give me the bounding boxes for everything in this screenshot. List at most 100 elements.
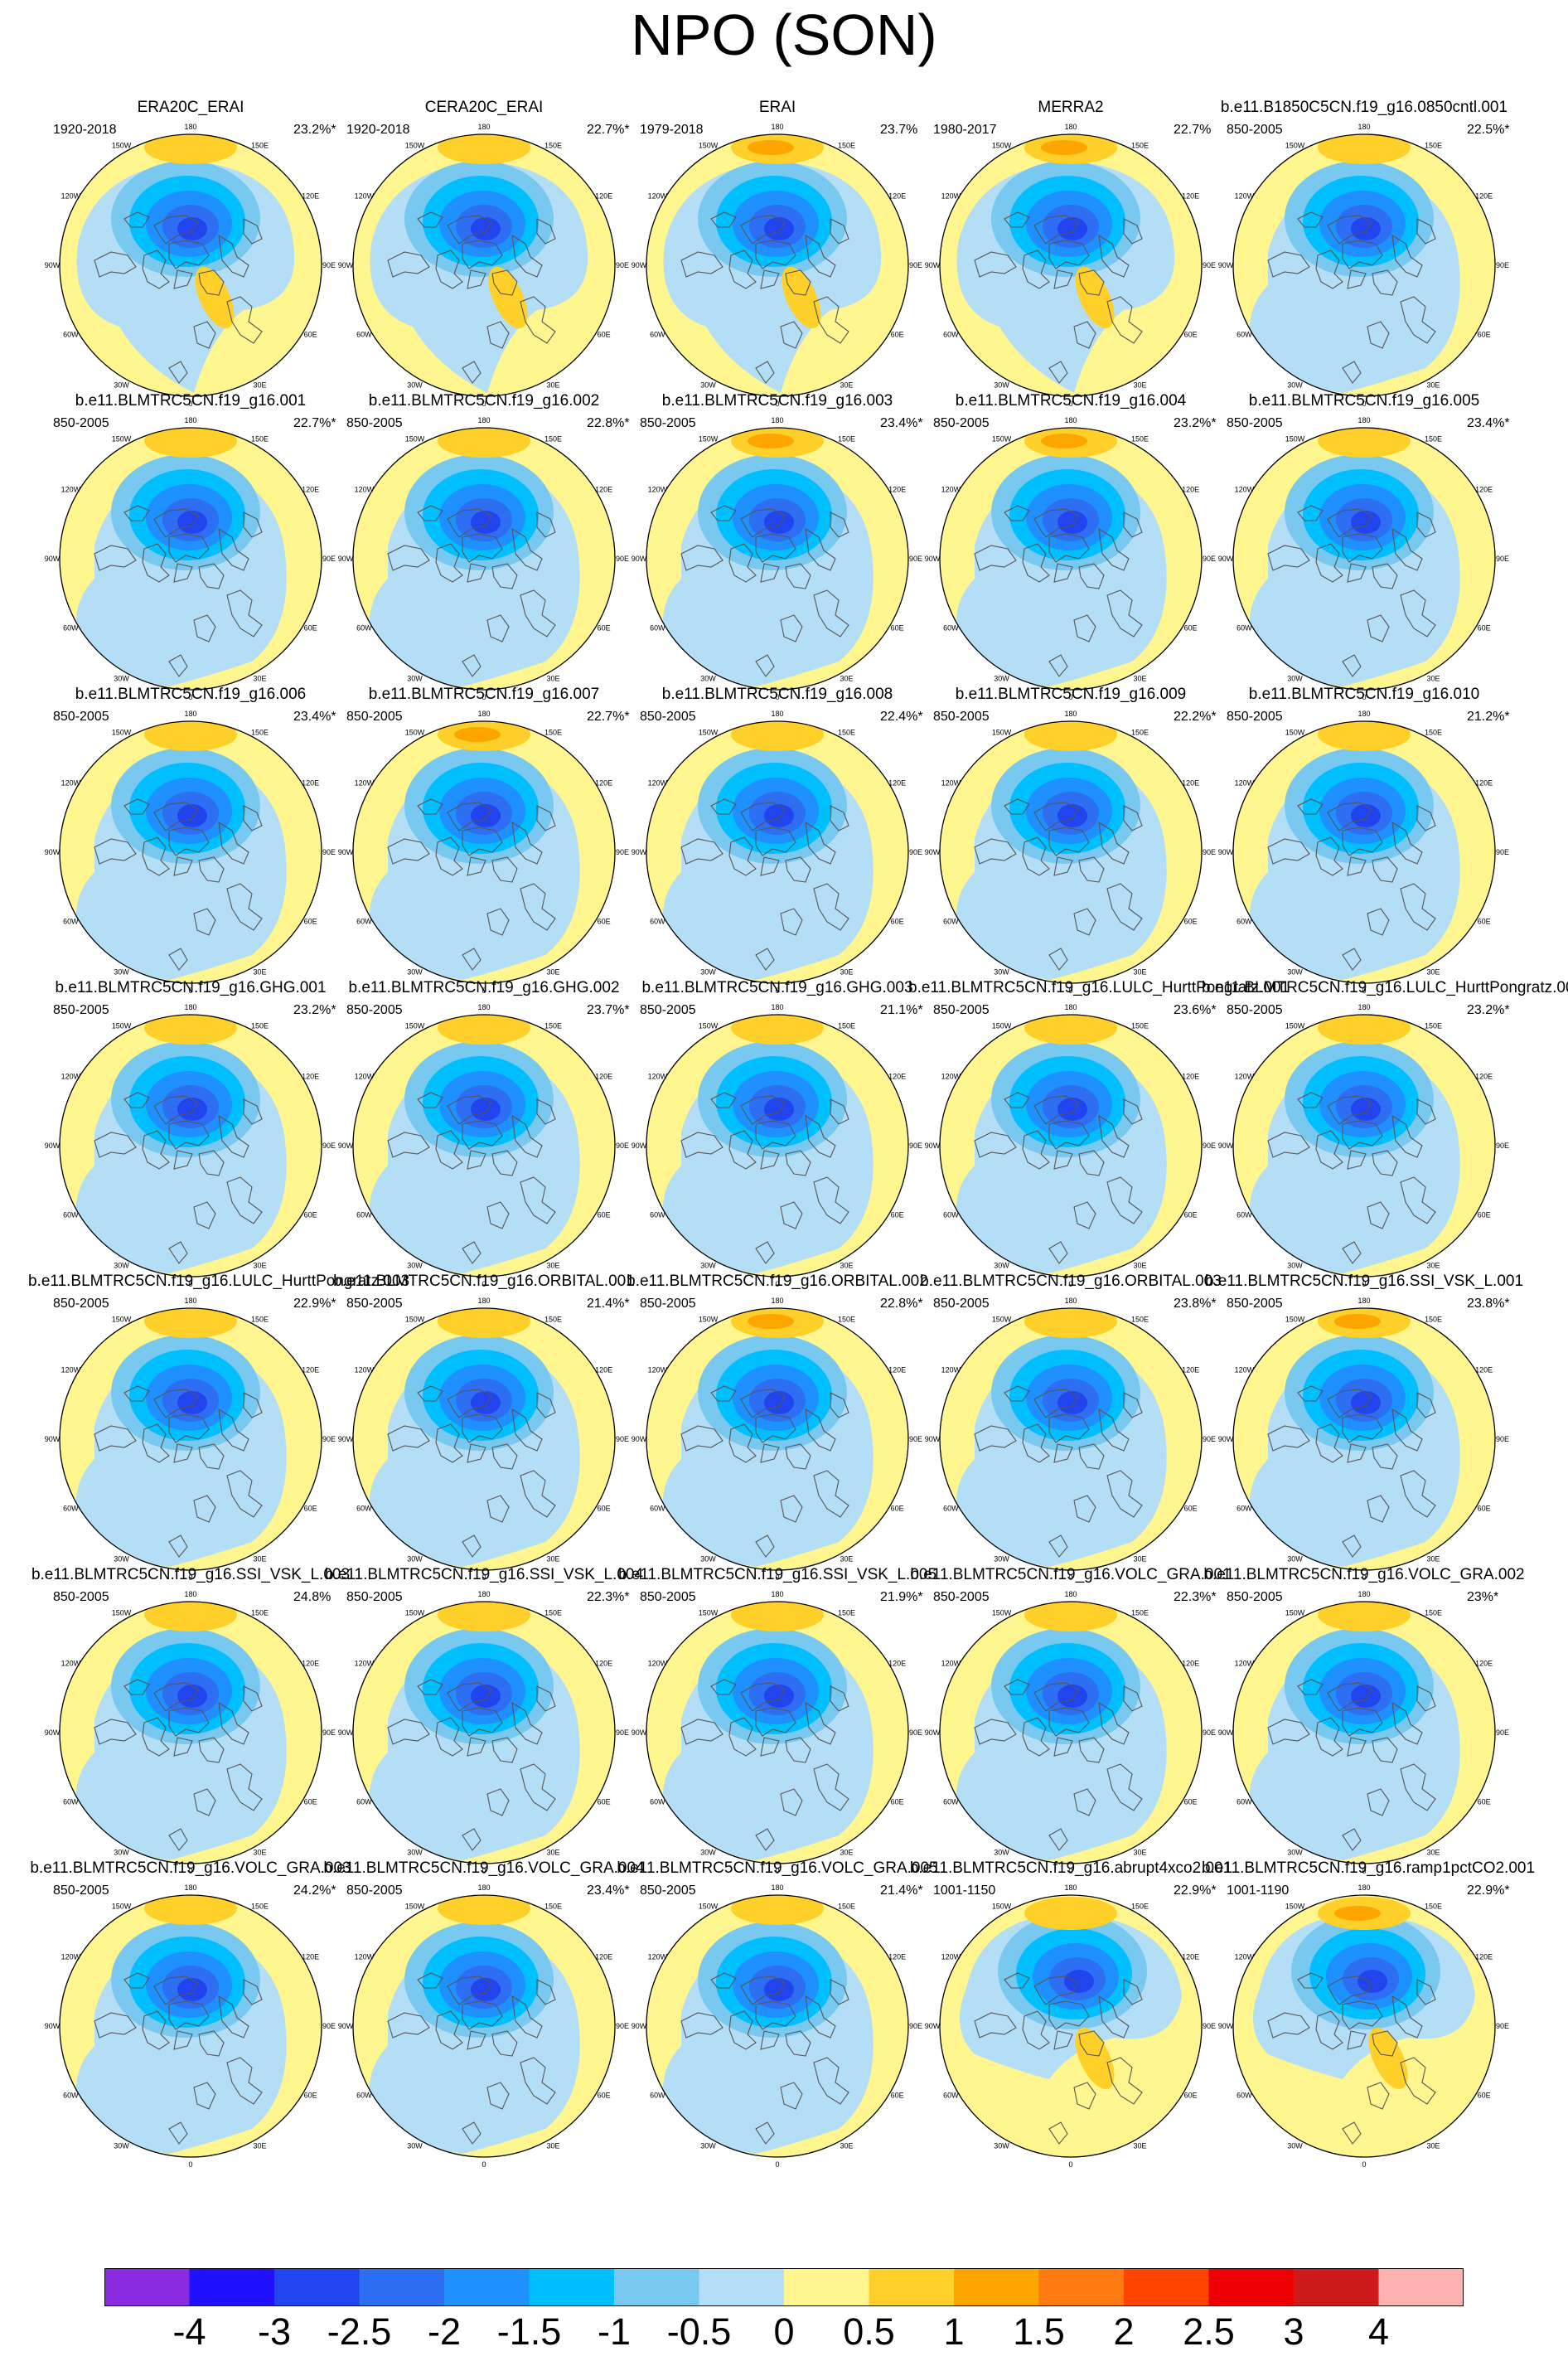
coastline (1004, 1385, 1030, 1402)
map-panel: b.e11.BLMTRC5CN.f19_g16.003 850-2005 23.4%… (632, 391, 923, 705)
longitude-label: 150E (1425, 1021, 1442, 1030)
coastline (830, 218, 849, 245)
coastline (830, 511, 849, 538)
panel-title: b.e11.BLMTRC5CN.f19_g16.GHG.001 (55, 979, 327, 996)
coastline (218, 1701, 249, 1745)
coastline (193, 321, 216, 349)
longitude-label: 120E (1182, 779, 1199, 788)
map-border (59, 1307, 322, 1571)
panel-period: 850-2005 (640, 416, 696, 430)
panel-variance-pct: 23%* (1467, 1590, 1499, 1604)
panel-period: 850-2005 (933, 1297, 990, 1311)
longitude-label: 90W (45, 261, 60, 269)
coastline (1391, 1701, 1423, 1745)
panel-period: 850-2005 (1227, 1590, 1283, 1604)
coastline (1367, 321, 1390, 349)
coastline (447, 1389, 492, 1418)
panel-title: b.e11.BLMTRC5CN.f19_g16.004 (955, 392, 1187, 410)
panel-period: 850-2005 (933, 710, 990, 724)
longitude-label: 150E (544, 1608, 562, 1617)
longitude-label: 120E (888, 486, 906, 494)
panel-title: b.e11.BLMTRC5CN.f19_g16.VOLC_GRA.001 (910, 1566, 1232, 1583)
coastline (1098, 527, 1130, 571)
panel-title: b.e11.BLMTRC5CN.f19_g16.SSI_VSK_L.001 (1204, 1273, 1524, 1290)
panel-period: 850-2005 (640, 1003, 696, 1017)
panel-period: 850-2005 (346, 1297, 403, 1311)
polar-map: 180 150E 120E 90E 60E 30E 0 30W 60W 90W 120W 150W (1218, 1883, 1509, 2169)
polar-map: 180 150E 120E 90E 60E 30E 0 30W 60W 90W 120W 150W (338, 710, 629, 995)
longitude-label: 120W (941, 1073, 961, 1081)
coastline (462, 1413, 503, 1443)
coastline (462, 1828, 482, 1851)
polar-map: 180 150E 120E 90E 60E 30E 0 30W 60W 90W 120W 150W (632, 1003, 922, 1288)
coastline (1347, 1737, 1367, 1757)
coastline (435, 1130, 463, 1170)
coastline (1098, 1701, 1130, 1745)
coastline (1123, 1098, 1143, 1125)
coastline (123, 1679, 150, 1695)
longitude-label: 60W (356, 918, 372, 926)
map-panel: b.e11.BLMTRC5CN.f19_g16.006 850-2005 23.4%… (45, 685, 336, 998)
contour-high-core (748, 140, 794, 155)
longitude-label: 30W (700, 675, 716, 683)
coastline (785, 563, 811, 589)
coastline (1367, 1495, 1390, 1523)
map-border (352, 1601, 616, 1864)
coastline (173, 1150, 193, 1170)
coastline (1004, 798, 1030, 815)
coastline (760, 2030, 780, 2050)
colorbar-tick-label: 3 (1283, 2310, 1304, 2353)
coastline (218, 821, 249, 865)
polar-map: 180 150E 120E 90E 60E 30E 0 30W 60W 90W 120W 150W (925, 710, 1216, 995)
panel-period: 850-2005 (346, 710, 403, 724)
contour-high-secondary (1075, 266, 1115, 329)
colorbar-tick-label: -0.5 (666, 2310, 732, 2353)
panel-title: CERA20C_ERAI (424, 99, 544, 116)
longitude-label: 180 (1357, 1590, 1370, 1598)
longitude-label: 60W (63, 2092, 79, 2100)
coastline (462, 2121, 482, 2145)
longitude-label: 150W (699, 1608, 719, 1617)
coastline (94, 1132, 137, 1158)
coastline (447, 1976, 492, 2005)
panel-variance-pct: 23.4%* (293, 710, 336, 724)
coastline (1372, 563, 1398, 589)
polar-map: 180 150E 120E 90E 60E 30E 0 30W 60W 90W 120W 150W (1218, 416, 1509, 701)
coastline (1342, 240, 1383, 269)
longitude-label: 180 (771, 123, 783, 131)
map-border (939, 133, 1203, 397)
longitude-label: 0 (1362, 2160, 1366, 2169)
longitude-label: 60W (63, 331, 79, 339)
longitude-label: 150W (699, 141, 719, 149)
map-panel: b.e11.BLMTRC5CN.f19_g16.007 850-2005 22.7%… (338, 685, 630, 998)
longitude-label: 120E (595, 192, 612, 201)
contour-low (764, 1685, 794, 1708)
coastline (974, 1425, 1017, 1452)
coastline (226, 1176, 263, 1224)
coastline (486, 614, 510, 642)
longitude-label: 120E (595, 779, 612, 788)
longitude-label: 150W (992, 141, 1012, 149)
coastline (1004, 505, 1030, 521)
longitude-label: 150E (251, 1902, 269, 1910)
coastline (193, 2082, 216, 2110)
coastline (1106, 589, 1143, 638)
longitude-label: 60W (63, 624, 79, 633)
map-panel: b.e11.BLMTRC5CN.f19_g16.008 850-2005 22.4%… (632, 685, 923, 998)
longitude-label: 30E (253, 1262, 266, 1270)
coastline (1048, 1828, 1068, 1851)
polar-map: 180 150E 120E 90E 60E 30E 0 30W 60W 90W 120W 150W (925, 1297, 1216, 1582)
map-border (352, 133, 616, 397)
longitude-label: 0 (775, 1280, 779, 1288)
coastline (728, 1130, 757, 1170)
coastline (142, 543, 170, 583)
contour-low (1057, 1391, 1087, 1414)
longitude-label: 120E (888, 1953, 906, 1961)
longitude-label: 30E (1426, 675, 1440, 683)
polar-map: 180 150E 120E 90E 60E 30E 0 30W 60W 90W 120W 150W (632, 1297, 922, 1582)
longitude-label: 0 (482, 2160, 486, 2169)
coastline (153, 508, 199, 538)
coastline (467, 1737, 486, 1757)
coastline (447, 215, 492, 245)
longitude-label: 90E (322, 555, 336, 563)
